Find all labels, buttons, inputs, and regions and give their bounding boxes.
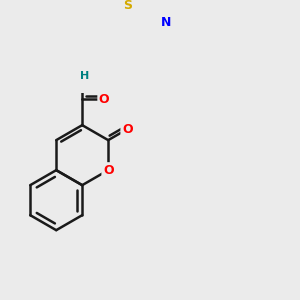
Text: O: O xyxy=(103,164,113,177)
Text: O: O xyxy=(99,93,110,106)
Text: CH₃: CH₃ xyxy=(72,0,92,2)
Text: O: O xyxy=(122,123,133,136)
Text: H: H xyxy=(80,71,89,81)
Text: O: O xyxy=(122,123,133,136)
Text: S: S xyxy=(123,0,132,13)
Text: N: N xyxy=(161,16,171,29)
Text: O: O xyxy=(103,164,113,177)
Text: O: O xyxy=(99,93,110,106)
Text: N: N xyxy=(161,16,171,29)
Text: H: H xyxy=(80,71,89,81)
Text: S: S xyxy=(123,0,132,13)
